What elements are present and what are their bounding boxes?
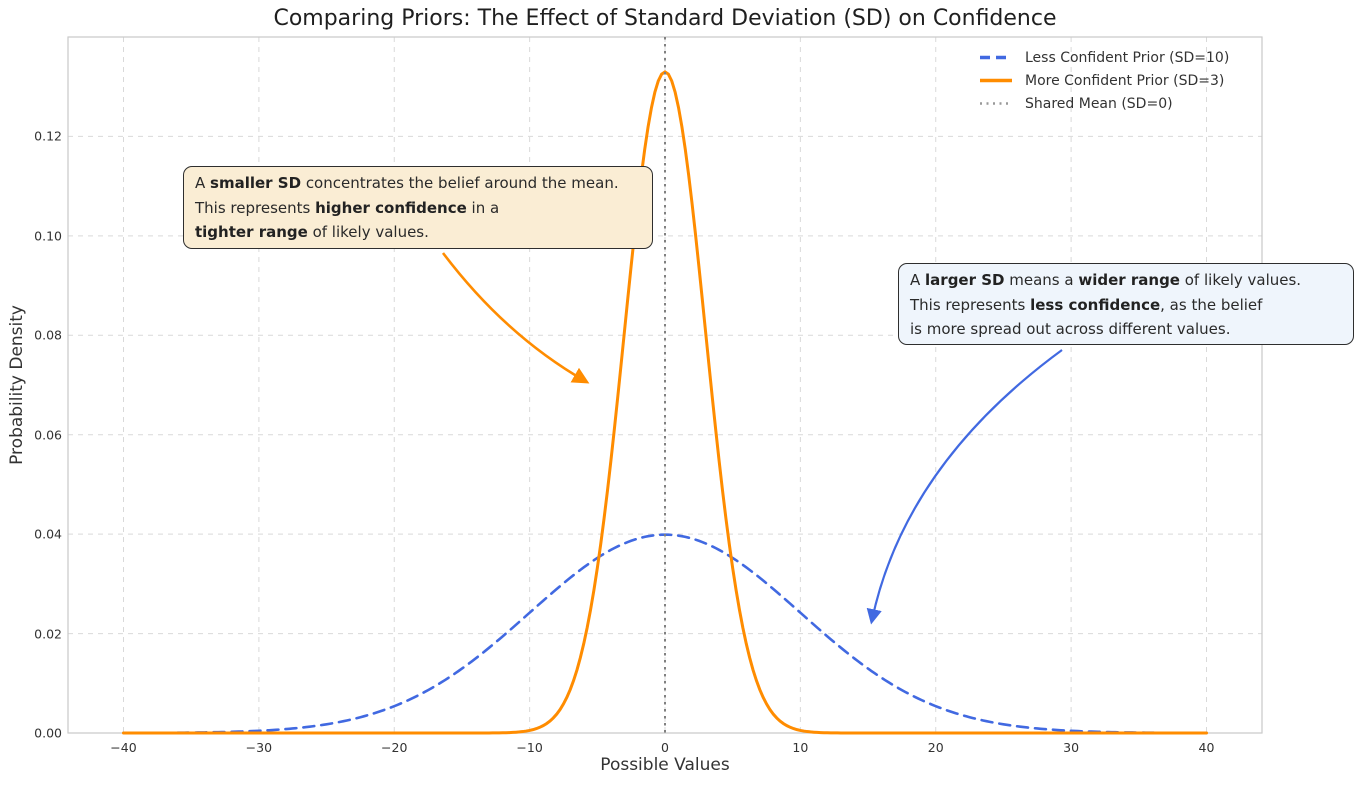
y-tick-label: 0.00 xyxy=(34,725,62,741)
x-axis-label: Possible Values xyxy=(600,755,730,775)
legend-item: More Confident Prior (SD=3) xyxy=(979,72,1229,89)
x-tick-label: 0 xyxy=(661,740,669,755)
y-tick-label: 0.02 xyxy=(34,626,62,642)
y-tick-label: 0.06 xyxy=(34,427,62,443)
legend-swatch-dashed-line xyxy=(980,55,1012,60)
y-tick-label: 0.12 xyxy=(34,128,62,144)
legend-item: Less Confident Prior (SD=10) xyxy=(979,49,1230,66)
annotation-text-line: tighter range of likely values. xyxy=(195,223,429,241)
legend-item-label: More Confident Prior (SD=3) xyxy=(1025,72,1225,89)
grid-layer xyxy=(68,37,1262,734)
x-tick-label: 10 xyxy=(792,740,809,755)
legend: Less Confident Prior (SD=10) More Confide… xyxy=(979,49,1230,112)
x-tick-label: 40 xyxy=(1198,740,1215,755)
annotation-text-line: This represents less confidence, as the … xyxy=(910,295,1263,314)
x-tick-label: −40 xyxy=(110,740,137,755)
x-tick-label: 20 xyxy=(927,740,944,755)
curve-more-confident-prior-sd-3 xyxy=(122,70,1208,735)
annotation-text-line: This represents higher confidence in a xyxy=(195,198,500,217)
series-layer xyxy=(122,37,1208,735)
x-tick-label: −30 xyxy=(245,740,273,755)
legend-swatch-dotted-line xyxy=(980,102,1012,105)
annotation-larger-sd: A larger SD means a wider range of likel… xyxy=(898,263,1354,345)
annotation-arrow-blue xyxy=(866,349,1063,625)
y-tick-label: 0.08 xyxy=(34,327,62,343)
annotation-text-line: A larger SD means a wider range of likel… xyxy=(910,271,1302,289)
y-tick-label: 0.10 xyxy=(34,228,62,244)
legend-swatch-solid-line xyxy=(980,78,1012,83)
x-tick-label: −10 xyxy=(516,740,543,755)
annotation-arrow-orange xyxy=(441,252,590,384)
x-tick-label: −20 xyxy=(381,740,408,755)
chart-title: Comparing Priors: The Effect of Standard… xyxy=(273,6,1057,31)
x-tick-label: 30 xyxy=(1063,740,1080,755)
annotation-smaller-sd: A smaller SD concentrates the belief aro… xyxy=(183,166,653,249)
y-tick-label: 0.04 xyxy=(34,526,62,542)
annotation-text-line: A smaller SD concentrates the belief aro… xyxy=(195,174,619,192)
legend-item-label: Less Confident Prior (SD=10) xyxy=(1025,49,1230,66)
legend-item-label: Shared Mean (SD=0) xyxy=(1025,95,1173,112)
legend-item: Shared Mean (SD=0) xyxy=(979,95,1229,112)
annotation-text-line: is more spread out across different valu… xyxy=(910,320,1231,338)
